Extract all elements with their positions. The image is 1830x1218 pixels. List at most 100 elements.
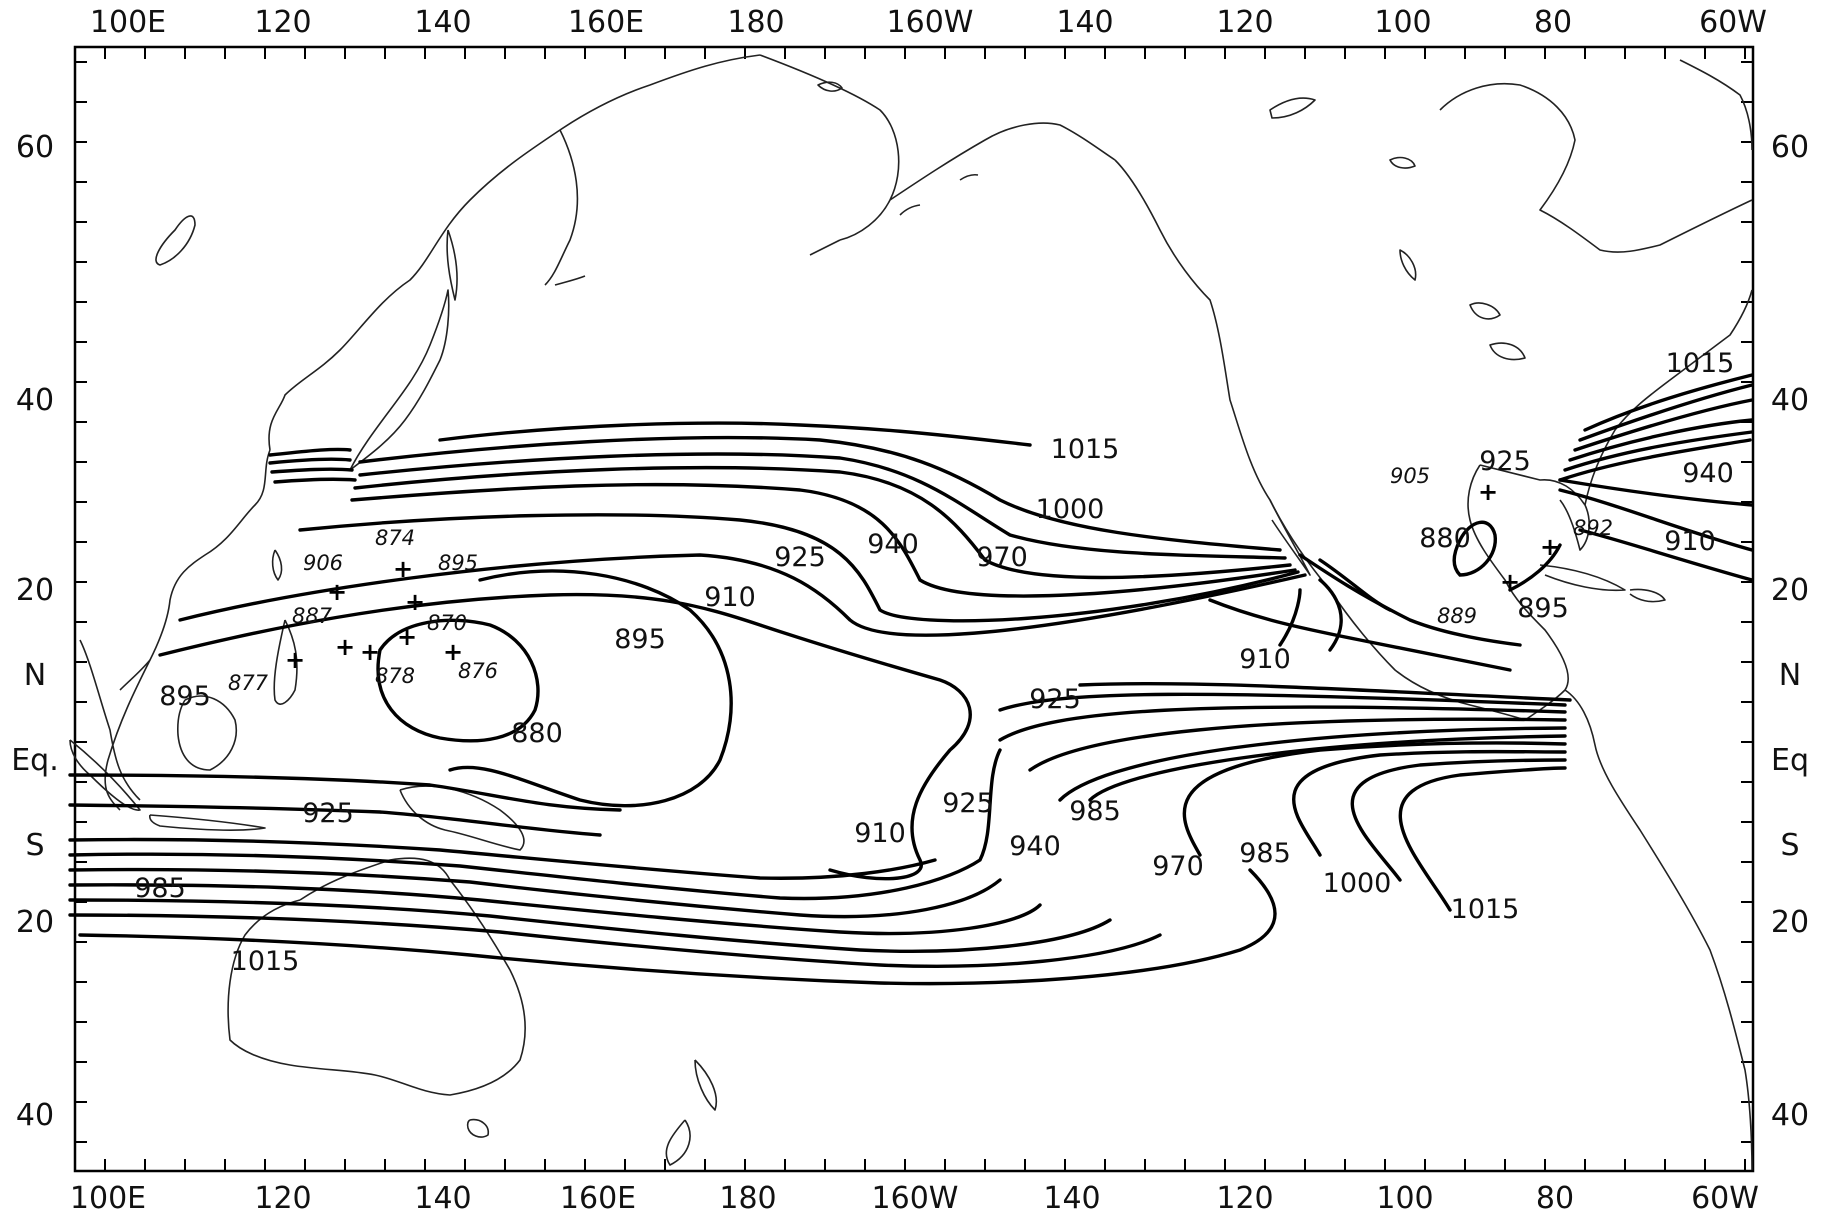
borneo-coastline <box>177 695 237 771</box>
minimum-label: 874 <box>375 526 415 550</box>
isobar <box>1028 717 1567 772</box>
isobar-925-north <box>178 553 1307 637</box>
isobar-label: 895 <box>1517 593 1569 624</box>
isobar-925-east <box>1078 681 1572 702</box>
isobar-label: 1015 <box>1666 348 1735 379</box>
asia-coastline <box>268 54 761 451</box>
isobar <box>358 435 1282 552</box>
top-lon-label: 160E <box>568 5 644 40</box>
japan-coastline <box>349 289 450 471</box>
isobar-label: 970 <box>976 542 1028 573</box>
right-lat-label: S <box>1780 828 1799 863</box>
bottom-lon-label: 160W <box>872 1181 959 1216</box>
alaska-coastline <box>759 54 1116 241</box>
top-lon-label: 100 <box>1374 5 1431 40</box>
isobar-label: 925 <box>1029 684 1081 715</box>
top-lon-label: 180 <box>727 5 784 40</box>
isobar-970-east <box>1182 741 1567 857</box>
minimum-label: 877 <box>228 671 269 695</box>
isobar-925-west <box>68 803 602 837</box>
left-lat-label: 20 <box>16 573 54 608</box>
isobar-label: 1000 <box>1036 494 1105 525</box>
isobar-label: 925 <box>942 788 994 819</box>
minimum-label: 887 <box>292 604 333 628</box>
right-lat-label: Eq <box>1771 743 1809 778</box>
sakhalin-coastline <box>446 229 458 301</box>
isobar-label: 880 <box>511 718 563 749</box>
isobar-label: 940 <box>1009 831 1061 862</box>
isobar <box>68 913 1162 968</box>
hispaniola-coastline <box>1629 588 1666 603</box>
isobar-label: 925 <box>1479 446 1531 477</box>
isobar-940-east <box>1058 726 1567 802</box>
new-zealand-coastline <box>665 1059 717 1166</box>
isobar-1000-east <box>1350 758 1567 882</box>
isobar <box>350 482 1297 598</box>
philippines-coastline <box>273 619 298 705</box>
china-coastline <box>119 449 271 691</box>
isobar-910-east <box>1208 578 1512 672</box>
minimum-marker: + <box>335 633 355 661</box>
baja-california-coastline <box>1269 499 1311 576</box>
isobar-label: 985 <box>134 873 186 904</box>
isobar <box>1568 418 1754 462</box>
minimum-label: 895 <box>438 551 478 575</box>
bottom-lon-label: 140 <box>1043 1181 1100 1216</box>
kamchatka-coastline <box>544 129 579 286</box>
left-lat-label: 40 <box>16 383 54 418</box>
minimum-label: 906 <box>303 551 343 575</box>
isobar <box>1573 398 1754 452</box>
right-lat-label: N <box>1779 658 1801 693</box>
minimum-marker: + <box>393 555 413 583</box>
minimum-label: 889 <box>1437 604 1477 628</box>
right-latitude-axis: 60 40 20 N Eq S 20 40 <box>1771 130 1809 1133</box>
isobar <box>68 867 1002 919</box>
bottom-lon-label: 140 <box>414 1181 471 1216</box>
isobar-label: 940 <box>867 529 919 560</box>
australia-coastline <box>227 857 526 1096</box>
minimum-marker: + <box>360 638 380 666</box>
isobar-label: 895 <box>159 681 211 712</box>
isobar-label: 970 <box>1152 851 1204 882</box>
minima-markers: + + + + + + + + + + + <box>285 478 1560 674</box>
isobar <box>1578 528 1754 582</box>
isobar <box>998 705 1567 742</box>
left-lat-label: 20 <box>16 905 54 940</box>
isobar <box>1298 553 1522 647</box>
top-lon-label: 100E <box>90 5 166 40</box>
isobar-label: 925 <box>302 798 354 829</box>
isobar-910-atl <box>1558 488 1754 552</box>
minimum-marker: + <box>405 588 425 616</box>
taiwan-coastline <box>271 549 283 581</box>
isobar-label: 910 <box>704 582 756 613</box>
map-frame <box>73 45 1755 1173</box>
bering-island <box>817 81 843 92</box>
coastlines <box>69 54 1753 1171</box>
right-lat-label: 20 <box>1771 573 1809 608</box>
isobar-label: 985 <box>1069 796 1121 827</box>
minimum-marker: + <box>285 646 305 674</box>
bottom-lon-label: 120 <box>1216 1181 1273 1216</box>
isobar-1015-west <box>78 868 1277 986</box>
isobar <box>1563 430 1754 472</box>
axis-ticks <box>75 47 1753 1171</box>
canada-coastline <box>1439 82 1753 253</box>
isobar-1000-north <box>358 452 1287 560</box>
left-lat-label: N <box>24 658 46 693</box>
left-lat-label: 60 <box>16 130 54 165</box>
left-latitude-axis: 60 40 20 N Eq. S 20 40 <box>11 130 59 1133</box>
cuba-coastline <box>1539 564 1626 592</box>
isobar <box>68 773 622 812</box>
top-lon-label: 160W <box>887 5 974 40</box>
minimum-marker: + <box>327 578 347 606</box>
minimum-label: 876 <box>458 659 498 683</box>
isobar-labels: 1015 1000 970 940 925 910 895 880 895 92… <box>134 348 1734 977</box>
right-lat-label: 60 <box>1771 130 1809 165</box>
isobar-1015-north <box>438 421 1032 447</box>
isobar-label: 1015 <box>1051 434 1120 465</box>
left-lat-label: S <box>25 828 44 863</box>
top-lon-label: 120 <box>254 5 311 40</box>
isobar <box>68 748 1002 901</box>
isobar <box>1318 558 1392 612</box>
